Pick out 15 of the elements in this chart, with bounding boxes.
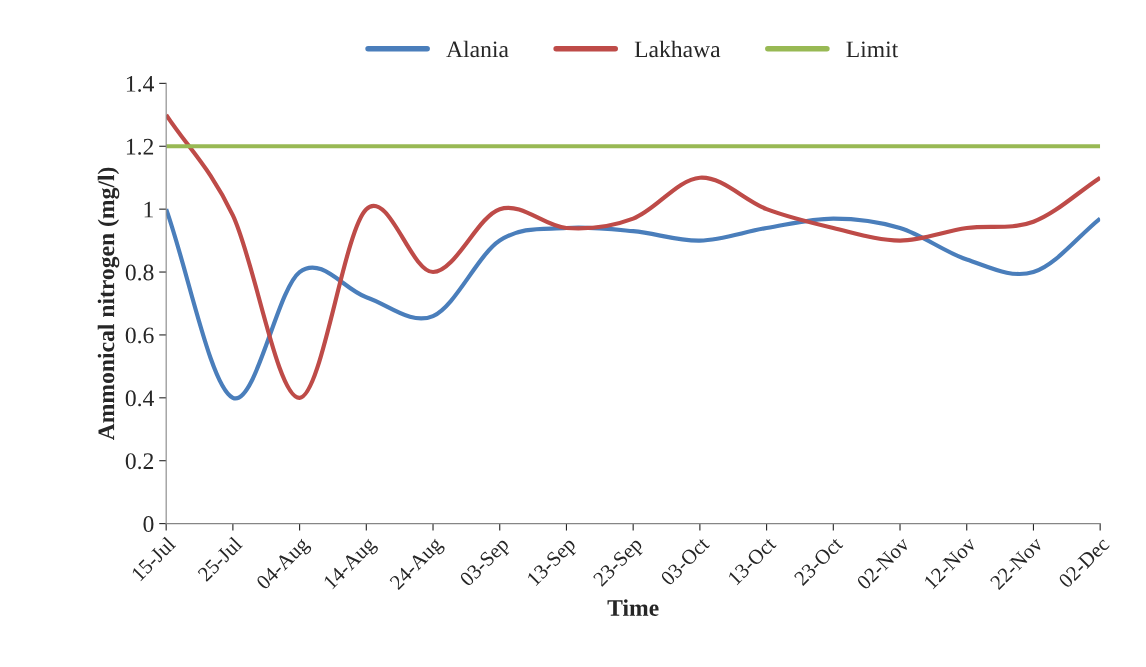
y-tick-label: 0.8 [125, 264, 154, 281]
legend-label: Lakhawa [634, 40, 721, 58]
line-series [166, 112, 1101, 400]
y-tick-label: 0.6 [125, 327, 154, 344]
y-tick-label: 0.2 [125, 453, 154, 470]
y-axis-title: Ammonical nitrogen (mg/l) [97, 167, 120, 441]
y-tick-label: 0.4 [125, 390, 154, 407]
line-series [166, 207, 1101, 400]
y-tick-label: 1.4 [126, 75, 154, 92]
y-tick-label: 1 [144, 201, 153, 218]
y-tick-label: 1.2 [126, 138, 154, 155]
y-tick-label: 0 [143, 516, 154, 533]
x-axis-title: Time [607, 599, 659, 616]
legend-label: Alania [446, 40, 509, 58]
legend-label: Limit [846, 41, 899, 58]
